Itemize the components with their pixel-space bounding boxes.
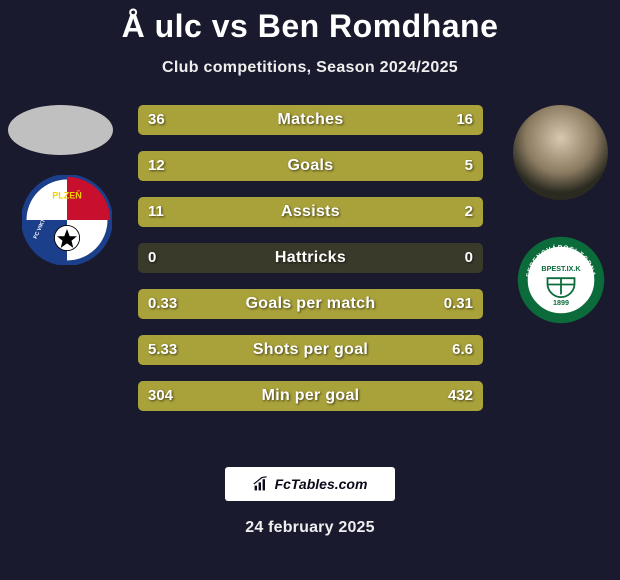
bar-label: Hattricks (138, 243, 483, 273)
stat-row: Hattricks0 0 (138, 243, 483, 273)
value-left: 304 (148, 381, 173, 411)
bar-label: Min per goal (138, 381, 483, 411)
bar-label: Matches (138, 105, 483, 135)
page-title: Å ulc vs Ben Romdhane (0, 0, 620, 45)
comparison-panel: PLZEŇ FC VIKTORIA BPEST.IX.K 1899 FERENC… (0, 105, 620, 445)
bar-label: Shots per goal (138, 335, 483, 365)
club-left-badge: PLZEŇ FC VIKTORIA (22, 175, 112, 265)
stat-row: Assists11 2 (138, 197, 483, 227)
value-right: 0.31 (444, 289, 473, 319)
stat-row: Goals12 5 (138, 151, 483, 181)
player-left-avatar (8, 105, 113, 155)
chart-icon (253, 476, 269, 492)
stat-bars: Matches36 16 Goals12 5 Assists11 2 Hattricks0 0… (138, 105, 483, 427)
bar-label: Goals (138, 151, 483, 181)
value-left: 0.33 (148, 289, 177, 319)
bar-label: Goals per match (138, 289, 483, 319)
value-left: 12 (148, 151, 165, 181)
value-left: 11 (148, 197, 164, 227)
club-right-badge: BPEST.IX.K 1899 FERENCVÁROSI TORNA (516, 235, 606, 325)
value-right: 432 (448, 381, 473, 411)
stat-row: Goals per match0.33 0.31 (138, 289, 483, 319)
stat-row: Min per goal304 432 (138, 381, 483, 411)
footer-date: 24 february 2025 (0, 519, 620, 537)
svg-text:PLZEŇ: PLZEŇ (52, 189, 82, 200)
player-right-avatar (513, 105, 608, 200)
value-left: 0 (148, 243, 156, 273)
value-left: 5.33 (148, 335, 177, 365)
page-subtitle: Club competitions, Season 2024/2025 (0, 59, 620, 77)
value-right: 2 (465, 197, 473, 227)
value-left: 36 (148, 105, 165, 135)
site-logo: FcTables.com (225, 467, 395, 501)
value-right: 0 (465, 243, 473, 273)
value-right: 6.6 (452, 335, 473, 365)
stat-row: Shots per goal5.33 6.6 (138, 335, 483, 365)
value-right: 16 (456, 105, 473, 135)
site-logo-text: FcTables.com (275, 476, 368, 492)
bar-label: Assists (138, 197, 483, 227)
svg-text:BPEST.IX.K: BPEST.IX.K (541, 264, 581, 273)
stat-row: Matches36 16 (138, 105, 483, 135)
svg-text:1899: 1899 (553, 298, 569, 307)
value-right: 5 (465, 151, 473, 181)
